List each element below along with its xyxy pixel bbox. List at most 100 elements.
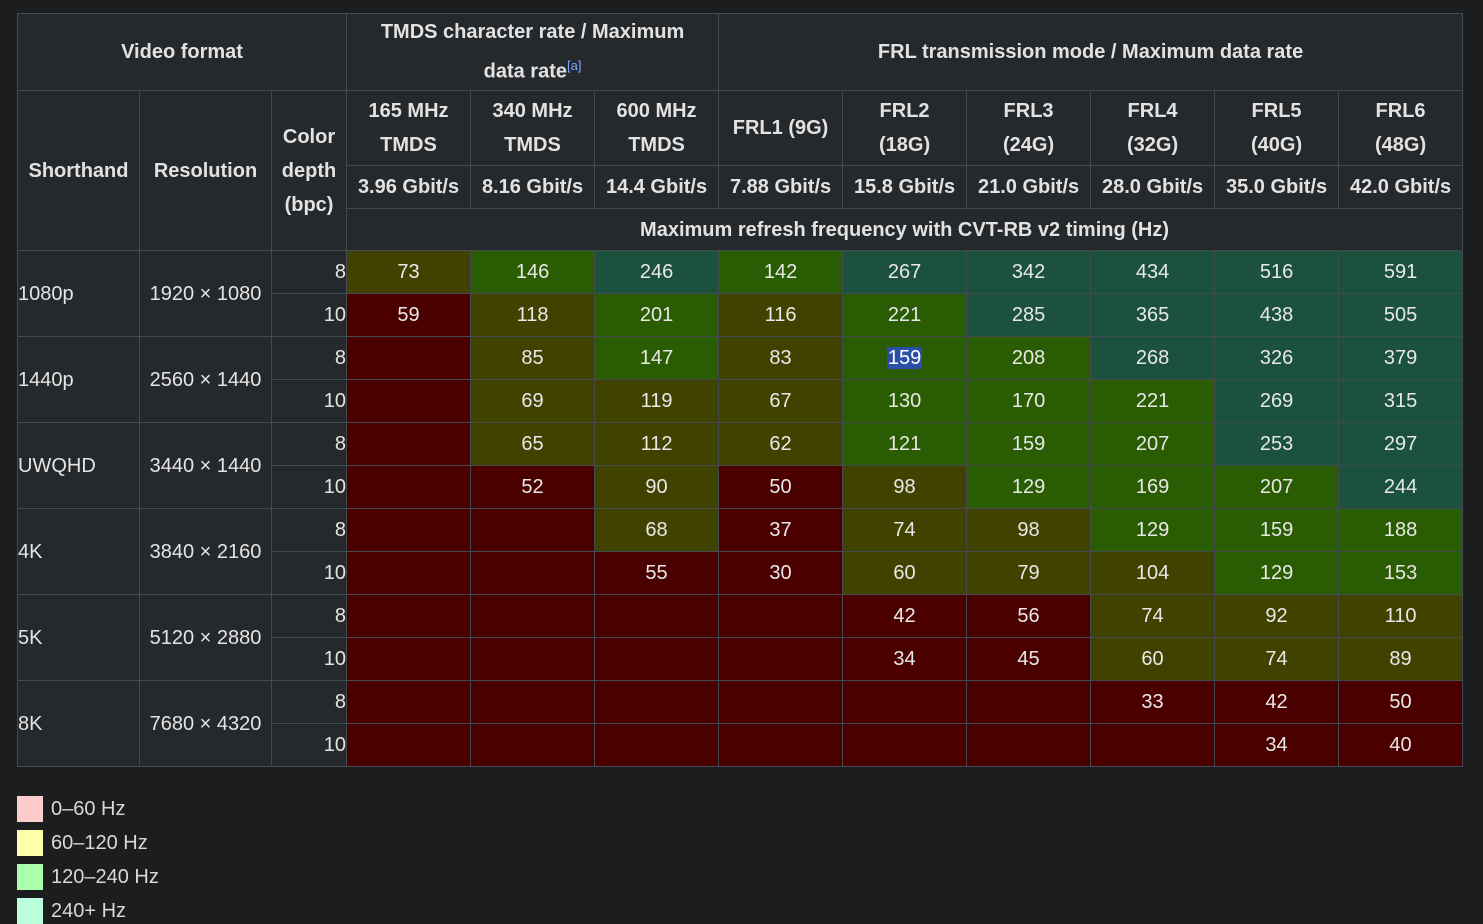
table-row: 5K 5120 × 2880 8 42 56 74 92 110: [17, 594, 1464, 681]
refresh-cell: 516: [1214, 250, 1340, 294]
refresh-cell: 267: [842, 250, 968, 294]
refresh-cell: [718, 637, 844, 681]
footnote-link[interactable]: [a]: [566, 58, 582, 74]
format-shorthand: 1440p: [17, 336, 140, 423]
legend-label: 60–120 Hz: [51, 831, 148, 854]
mode-header: FRL3 (24G): [966, 90, 1092, 166]
refresh-cell: 33: [1090, 680, 1216, 724]
refresh-cell: 90: [594, 465, 720, 509]
mode-data-rate: 7.88 Gbit/s: [718, 165, 844, 209]
format-resolution: 3440 × 1440: [139, 422, 272, 509]
refresh-cell: [346, 465, 472, 509]
refresh-cell: 56: [966, 594, 1092, 638]
legend-item: 0–60 Hz: [17, 792, 159, 826]
refresh-cell: [594, 594, 720, 638]
table-row: 10 34 40: [18, 723, 1464, 767]
mode-data-rate: 42.0 Gbit/s: [1338, 165, 1464, 209]
mode-name-line1: FRL6: [1375, 100, 1426, 122]
table-row: 4K 3840 × 2160 8 68 37 74 98 129 159 188: [17, 508, 1464, 595]
table-row: 10 55 30 60 79 104 129 153: [18, 551, 1464, 595]
mode-header: FRL2 (18G): [842, 90, 968, 166]
refresh-cell: [718, 723, 844, 767]
refresh-cell: 60: [842, 551, 968, 595]
mode-name-line1: FRL4: [1127, 100, 1178, 122]
color-depth-value: 8: [270, 336, 348, 380]
legend-label: 0–60 Hz: [51, 797, 126, 820]
refresh-cell: [346, 336, 472, 380]
color-depth-value: 8: [270, 422, 348, 466]
resolution-header: Resolution: [139, 90, 272, 251]
mode-name-line2: (18G): [878, 134, 931, 156]
mode-name-line1: 340 MHz: [492, 100, 573, 122]
refresh-cell: 285: [966, 293, 1092, 337]
mode-name-line2: TMDS: [380, 134, 437, 156]
refresh-cell: 104: [1090, 551, 1216, 595]
refresh-cell: 221: [842, 293, 968, 337]
refresh-cell: 130: [842, 379, 968, 423]
refresh-cell: 62: [718, 422, 844, 466]
mode-name-line1: FRL2: [879, 100, 930, 122]
color-depth-value: 10: [270, 551, 348, 595]
refresh-cell: 379: [1338, 336, 1464, 380]
format-shorthand: UWQHD: [17, 422, 140, 509]
refresh-cell: [470, 723, 596, 767]
refresh-cell: 297: [1338, 422, 1464, 466]
mode-name-line2: (32G): [1126, 134, 1179, 156]
table-row: 8K 7680 × 4320 8 33 42 50: [17, 680, 1464, 767]
refresh-cell: [594, 680, 720, 724]
refresh-cell: [346, 551, 472, 595]
refresh-cell: [470, 637, 596, 681]
refresh-cell: 45: [966, 637, 1092, 681]
mode-name-line2: TMDS: [504, 134, 561, 156]
refresh-cell: [594, 637, 720, 681]
table-row: 10 59 118 201 116 221 285 365 438 505: [18, 293, 1464, 337]
refresh-cell: 253: [1214, 422, 1340, 466]
refresh-cell: 188: [1338, 508, 1464, 552]
mode-name-line1: 600 MHz: [616, 100, 697, 122]
format-resolution: 7680 × 4320: [139, 680, 272, 767]
refresh-cell: 52: [470, 465, 596, 509]
refresh-cell: 34: [842, 637, 968, 681]
mode-name-line1: FRL1 (9G): [732, 117, 829, 139]
refresh-cell: 85: [470, 336, 596, 380]
refresh-cell: [966, 723, 1092, 767]
refresh-cell: 59: [346, 293, 472, 337]
refresh-cell: 89: [1338, 637, 1464, 681]
legend-swatch: [17, 830, 43, 856]
refresh-cell: [966, 680, 1092, 724]
refresh-cell: 207: [1214, 465, 1340, 509]
legend-swatch: [17, 898, 43, 924]
refresh-cell: 65: [470, 422, 596, 466]
mode-header: FRL1 (9G): [718, 90, 844, 166]
refresh-cell: 129: [1214, 551, 1340, 595]
refresh-cell: 68: [594, 508, 720, 552]
color-depth-value: 8: [270, 594, 348, 638]
refresh-cell: 268: [1090, 336, 1216, 380]
table-row: 1440p 2560 × 1440 8 85 147 83 159 208 268 326 379: [17, 336, 1464, 423]
video-format-header: Video format: [16, 13, 348, 91]
refresh-cell: [842, 680, 968, 724]
refresh-cell: 244: [1338, 465, 1464, 509]
refresh-cell: [842, 723, 968, 767]
refresh-cell: 67: [718, 379, 844, 423]
refresh-cell: [346, 379, 472, 423]
refresh-cell: 74: [842, 508, 968, 552]
color-depth-value: 10: [270, 723, 348, 767]
refresh-cell: [346, 422, 472, 466]
color-depth-value: 10: [270, 293, 348, 337]
legend-item: 120–240 Hz: [17, 860, 159, 894]
refresh-cell: [346, 508, 472, 552]
format-shorthand: 5K: [17, 594, 140, 681]
refresh-cell: 74: [1090, 594, 1216, 638]
refresh-cell: 146: [470, 250, 596, 294]
refresh-cell: 342: [966, 250, 1092, 294]
refresh-cell: 326: [1214, 336, 1340, 380]
refresh-cell: 221: [1090, 379, 1216, 423]
refresh-cell: 119: [594, 379, 720, 423]
color-depth-value: 8: [270, 508, 348, 552]
refresh-cell: 246: [594, 250, 720, 294]
tmds-header-line2: data rate: [483, 60, 567, 83]
mode-data-rate: 21.0 Gbit/s: [966, 165, 1092, 209]
color-depth-value: 10: [270, 465, 348, 509]
refresh-cell: 142: [718, 250, 844, 294]
